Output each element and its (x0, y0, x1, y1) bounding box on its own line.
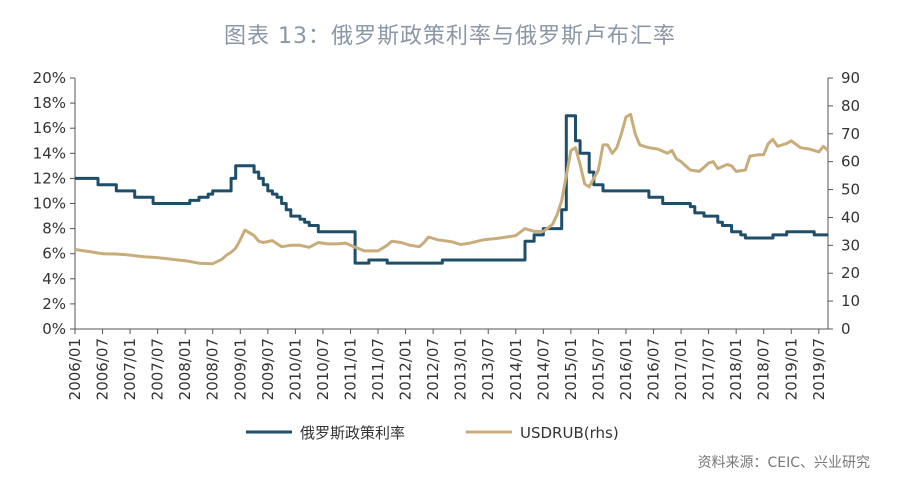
x-axis-tick-label: 2019/07 (810, 338, 828, 400)
x-axis-tick-label: 2015/07 (589, 338, 607, 400)
left-axis-tick-label: 4% (42, 270, 66, 288)
right-axis-tick-label: 90 (841, 69, 860, 87)
legend-label-usdrub: USDRUB(rhs) (520, 424, 619, 442)
legend: 俄罗斯政策利率 USDRUB(rhs) (246, 424, 619, 442)
x-axis-tick-label: 2009/01 (231, 338, 249, 400)
x-axis-tick-label: 2017/07 (700, 338, 718, 400)
left-axis-tick-label: 18% (33, 94, 66, 112)
series-line-usdrub (74, 112, 830, 266)
x-axis-tick-label: 2006/01 (66, 338, 84, 400)
series-line-policy-rate (75, 114, 828, 265)
x-axis-tick-label: 2016/01 (617, 338, 635, 400)
x-axis-tick-label: 2007/07 (149, 338, 167, 400)
x-axis-tick-label: 2008/01 (176, 338, 194, 400)
x-axis-tick-label: 2019/01 (782, 338, 800, 400)
x-axis-tick-label: 2010/07 (314, 338, 332, 400)
right-axis-tick-label: 20 (841, 264, 860, 282)
x-axis-tick-label: 2007/01 (121, 338, 139, 400)
left-axis-tick-label: 0% (42, 320, 66, 338)
x-axis-tick-label: 2013/07 (479, 338, 497, 400)
left-axis-tick-label: 12% (33, 169, 66, 187)
axes-group: 0% 2% 4% 6% 8% 10% 12% 14% 16% 18% 20% 0 10 20 30 40 50 6… (33, 69, 860, 400)
x-axis-tick-label: 2013/01 (452, 338, 470, 400)
right-axis-tick-label: 70 (841, 125, 860, 143)
x-axis-tick-label: 2016/07 (645, 338, 663, 400)
x-axis-tick-label: 2012/01 (397, 338, 415, 400)
left-axis-tick-label: 8% (42, 220, 66, 238)
x-axis-tick-label: 2018/01 (727, 338, 745, 400)
right-axis-tick-label: 30 (841, 236, 860, 254)
legend-label-policy-rate: 俄罗斯政策利率 (300, 424, 405, 442)
right-axis-tick-label: 50 (841, 181, 860, 199)
right-axis-tick-label: 40 (841, 208, 860, 226)
right-axis-tick-label: 0 (841, 320, 851, 338)
chart-title: 图表 13：俄罗斯政策利率与俄罗斯卢布汇率 (224, 24, 676, 49)
right-axis-tick-label: 60 (841, 153, 860, 171)
x-axis-tick-label: 2011/07 (369, 338, 387, 400)
x-axis-tick-label: 2014/01 (507, 338, 525, 400)
x-axis-tick-label: 2009/07 (259, 338, 277, 400)
left-axis-tick-label: 2% (42, 295, 66, 313)
x-axis-tick-label: 2011/01 (341, 338, 359, 400)
left-axis-tick-label: 20% (33, 69, 66, 87)
x-axis-tick-label: 2015/01 (562, 338, 580, 400)
x-axis-tick-label: 2006/07 (94, 338, 112, 400)
left-axis-tick-label: 14% (33, 144, 66, 162)
x-axis-tick-label: 2010/01 (286, 338, 304, 400)
x-axis-tick-label: 2018/07 (755, 338, 773, 400)
series-group (74, 112, 830, 266)
source-note: 资料来源：CEIC、兴业研究 (697, 455, 870, 471)
left-axis-tick-label: 16% (33, 119, 66, 137)
x-axis-tick-label: 2017/01 (672, 338, 690, 400)
right-axis-tick-label: 80 (841, 97, 860, 115)
x-axis-tick-label: 2012/07 (424, 338, 442, 400)
right-axis-tick-label: 10 (841, 292, 860, 310)
x-axis-tick-label: 2014/07 (534, 338, 552, 400)
left-axis-tick-label: 10% (33, 195, 66, 213)
left-axis-tick-label: 6% (42, 245, 66, 263)
x-axis-tick-label: 2008/07 (204, 338, 222, 400)
